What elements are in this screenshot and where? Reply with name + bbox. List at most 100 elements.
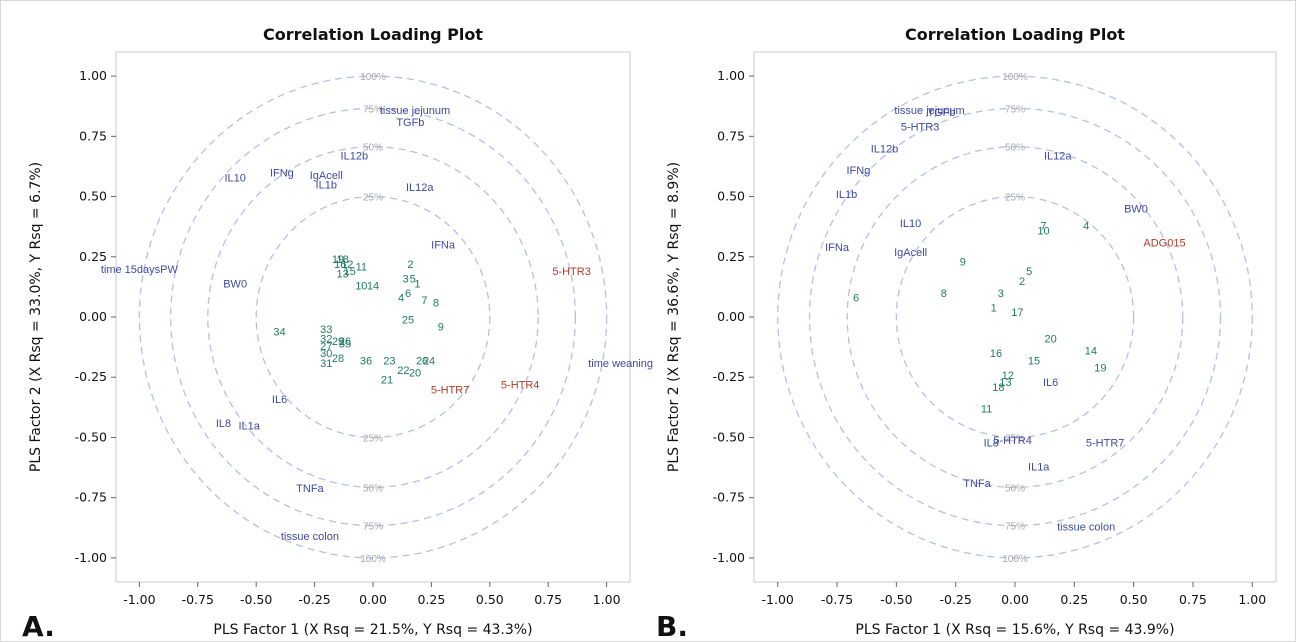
circle-label-bottom: 25% [1005,433,1025,444]
y-tick-label: -0.25 [75,369,107,384]
observation-label: 36 [360,355,372,367]
x-variable-label: 5-HTR7 [1086,437,1125,449]
observation-label: 29 [332,336,344,348]
circle-label-bottom: 100% [360,554,386,565]
observation-label: 11 [981,404,992,416]
x-variable-label: 5-HTR4 [993,435,1032,447]
x-variable-label: time weaning [588,358,653,370]
x-variable-label: time 15daysPW [101,264,179,276]
x-tick-label: 0.75 [1179,592,1207,607]
observation-label: 34 [273,326,285,338]
observation-label: 10 [355,281,367,293]
x-variable-label: IL10 [224,172,245,184]
observation-label: 8 [941,288,947,300]
correlation-circle [808,107,1222,527]
observation-label: 35 [339,339,351,351]
x-variable-label: IFNa [431,240,456,252]
x-variable-label: IgAcell [310,170,343,182]
y-tick-label: -0.75 [713,490,745,505]
x-variable-label: TNFa [963,478,991,490]
correlation-circle [895,195,1135,439]
circle-label-top: 100% [360,72,386,83]
y-tick-label: 0.75 [717,128,745,143]
x-variable-label: IFNg [846,165,870,177]
observation-label: 6 [853,293,859,305]
x-tick-label: -0.50 [880,592,912,607]
panel-a: Correlation Loading Plot100%100%75%75%50… [22,25,653,642]
circle-label-top: 25% [363,193,383,204]
panel-b: Correlation Loading Plot100%100%75%75%50… [656,25,1277,642]
x-variable-label: IL1a [238,420,260,432]
x-tick-label: 0.25 [417,592,445,607]
circle-label-bottom: 100% [1002,554,1028,565]
observation-label: 4 [1083,220,1089,232]
x-tick-label: -0.25 [298,592,330,607]
circle-label-top: 75% [1005,104,1025,115]
correlation-circle [207,146,539,488]
y-tick-label: -1.00 [713,550,745,565]
x-variable-label: tissue jejunum [380,105,450,117]
x-variable-label: IL12b [871,143,899,155]
x-variable-label: IL6 [272,394,287,406]
observation-label: 9 [438,322,444,334]
circle-label-bottom: 50% [363,483,383,494]
correlation-circle [777,75,1253,559]
observation-label: 18 [337,254,349,266]
circle-label-top: 50% [363,143,383,154]
x-variable-label: TGFb [927,107,955,119]
x-tick-label: -0.25 [940,592,972,607]
y-tick-label: -1.00 [75,550,107,565]
y-tick-label: 0.25 [79,249,107,264]
x-variable-label: tissue colon [281,531,339,543]
observation-label: 8 [433,298,439,310]
x-variable-label: IFNa [825,242,850,254]
x-variable-label: 5-HTR3 [901,122,940,134]
y-tick-label: 0.75 [79,128,107,143]
circle-label-top: 100% [1002,72,1028,83]
y-tick-label: -0.75 [75,490,107,505]
observation-label: 12 [341,259,353,271]
x-tick-label: 0.00 [359,592,387,607]
observation-label: 31 [320,358,332,370]
observation-label: 12 [1002,370,1014,382]
circle-label-top: 75% [363,104,383,115]
y-variable-label: 5-HTR3 [552,266,591,278]
x-variable-label: IL12a [1044,151,1072,163]
x-variable-label: IL1a [1028,461,1050,473]
y-tick-label: -0.50 [713,429,745,444]
x-variable-label: IL10 [900,218,921,230]
x-variable-label: BW0 [1124,204,1148,216]
observation-label: 13 [337,269,349,281]
x-variable-label: tissue jejunum [894,105,964,117]
x-tick-label: -0.75 [821,592,853,607]
x-variable-label: IL6 [1043,377,1058,389]
y-tick-label: 0.00 [717,309,745,324]
circle-label-top: 50% [1005,143,1025,154]
x-variable-label: IgAcell [894,247,927,259]
circle-label-bottom: 75% [363,522,383,533]
correlation-circle [138,75,608,559]
y-tick-label: 0.50 [717,189,745,204]
observation-label: 2 [407,259,413,271]
chart-title: Correlation Loading Plot [905,25,1125,44]
observation-label: 21 [381,375,393,387]
x-tick-label: 0.00 [1001,592,1029,607]
observation-label: 19 [1094,363,1106,375]
x-variable-label: IL8 [984,437,999,449]
y-tick-label: 0.25 [717,249,745,264]
x-axis-label: PLS Factor 1 (X Rsq = 15.6%, Y Rsq = 43.… [855,622,1174,638]
x-variable-label: IL12b [341,151,369,163]
y-variable-label: ADG015 [1143,237,1185,249]
observation-label: 23 [383,355,395,367]
x-variable-label: TGFb [396,117,424,129]
x-variable-label: IL12a [406,182,434,194]
observation-label: 15 [1028,355,1040,367]
x-axis-label: PLS Factor 1 (X Rsq = 21.5%, Y Rsq = 43.… [213,622,532,638]
observation-label: 5 [410,273,416,285]
x-variable-label: tissue colon [1057,522,1115,534]
y-axis-label: PLS Factor 2 (X Rsq = 33.0%, Y Rsq = 6.7… [28,162,44,472]
panel-letter: B. [656,610,688,642]
observation-label: 5 [1026,266,1032,278]
